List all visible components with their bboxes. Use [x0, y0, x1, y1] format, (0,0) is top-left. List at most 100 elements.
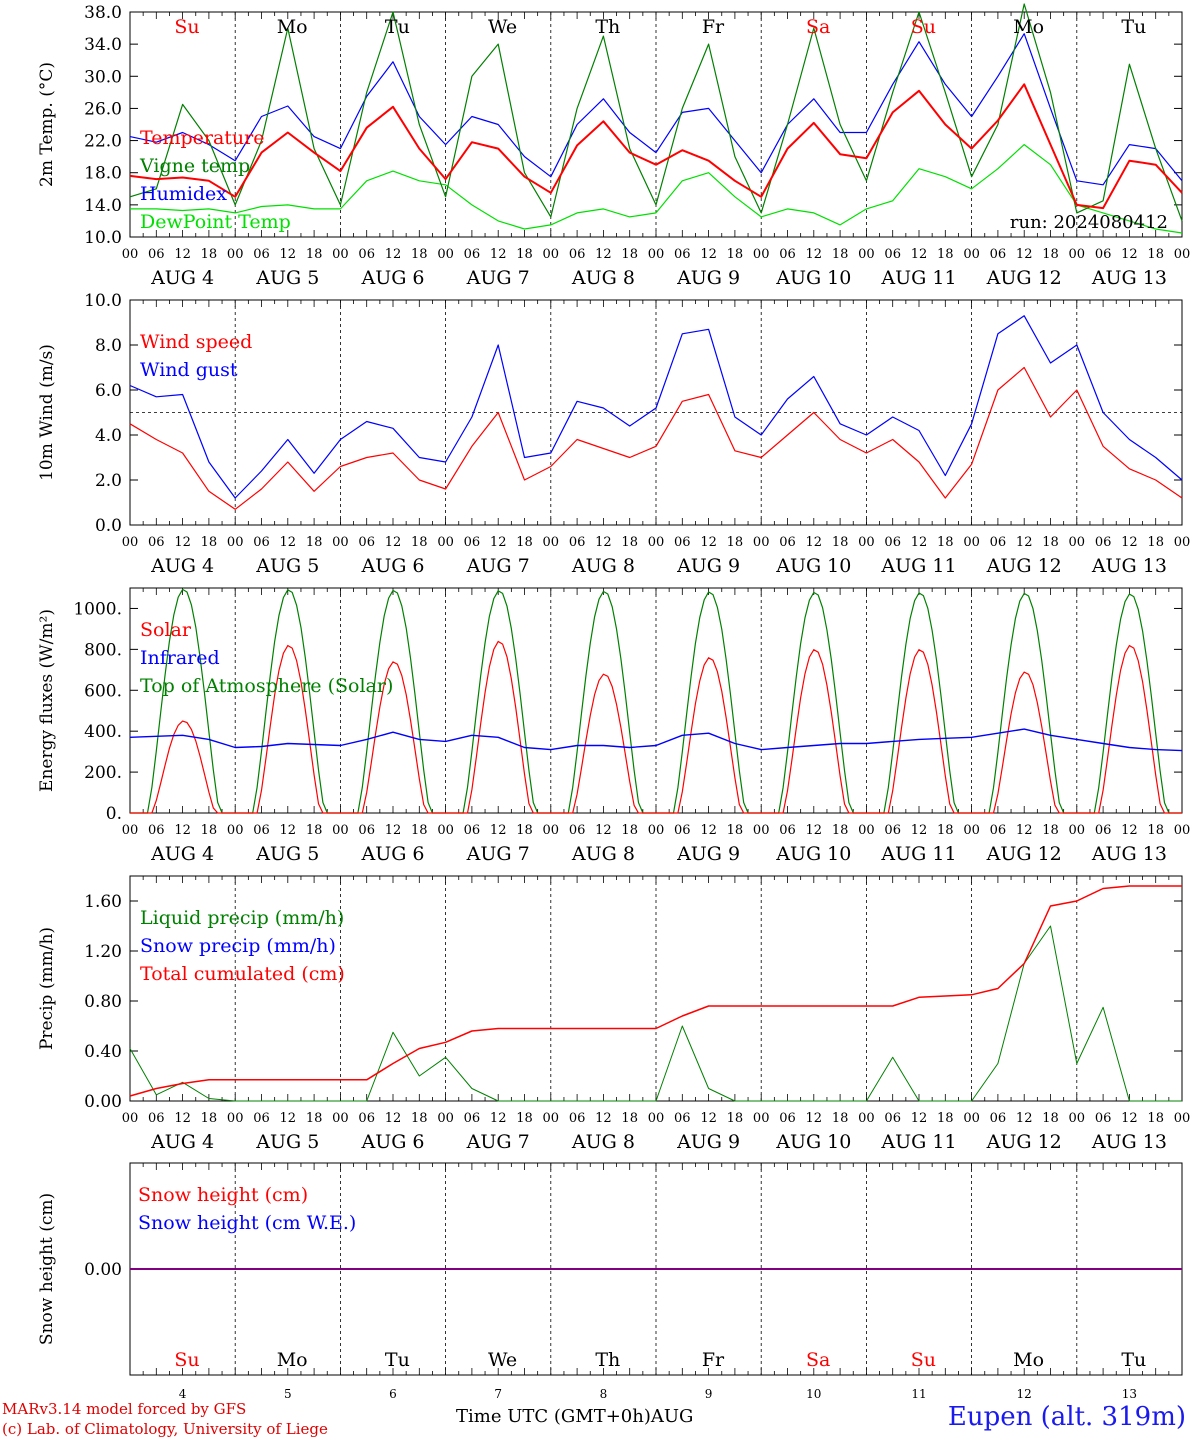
hour-label: 00 — [648, 823, 665, 838]
date-label: AUG 7 — [466, 267, 530, 289]
hour-label: 18 — [516, 535, 533, 550]
hour-label: 06 — [674, 535, 691, 550]
series-line-liquid-precip-mm-h- — [129, 925, 1182, 1102]
hour-label: 12 — [806, 247, 823, 262]
hour-label: 18 — [937, 535, 954, 550]
hour-label: 12 — [385, 823, 402, 838]
hour-label: 06 — [990, 247, 1007, 262]
hour-label: 18 — [937, 1111, 954, 1126]
date-label: AUG 13 — [1091, 267, 1167, 289]
hour-label: 00 — [1174, 823, 1191, 838]
hour-label: 12 — [490, 1111, 507, 1126]
hour-label: 06 — [884, 247, 901, 262]
hour-label: 06 — [148, 247, 165, 262]
hour-label: 12 — [174, 823, 191, 838]
y-tick-label: 0. — [106, 804, 122, 824]
y-axis-label: Precip (mm/h) — [37, 927, 57, 1050]
date-label: AUG 12 — [986, 843, 1062, 865]
hour-label: 06 — [884, 823, 901, 838]
legend-entry: Wind speed — [140, 331, 252, 353]
location-title: Eupen (alt. 319m) — [947, 1402, 1186, 1432]
y-tick-label: 1.60 — [84, 892, 122, 912]
hour-label: 00 — [1174, 535, 1191, 550]
weekday-label: Fr — [702, 1349, 725, 1371]
date-label: AUG 10 — [775, 267, 851, 289]
hour-label: 06 — [358, 247, 375, 262]
weekday-label: Su — [174, 16, 199, 38]
day-number: 5 — [284, 1387, 292, 1401]
hour-label: 12 — [911, 247, 928, 262]
legend-entry: Vigne temp — [139, 155, 250, 177]
hour-label: 18 — [1147, 535, 1164, 550]
date-label: AUG 5 — [255, 843, 319, 865]
y-tick-label: 0.00 — [84, 1092, 122, 1112]
hour-label: 12 — [280, 535, 297, 550]
date-label: AUG 10 — [775, 843, 851, 865]
date-label: AUG 11 — [880, 843, 956, 865]
hour-label: 00 — [227, 1111, 244, 1126]
hour-label: 00 — [753, 1111, 770, 1126]
hour-label: 12 — [490, 247, 507, 262]
y-tick-label: 30.0 — [84, 67, 122, 87]
hour-label: 06 — [148, 1111, 165, 1126]
y-tick-label: 4.0 — [95, 426, 122, 446]
series-line-total-cumulated-cm- — [129, 885, 1182, 1097]
hour-label: 18 — [201, 1111, 218, 1126]
hour-label: 00 — [543, 823, 560, 838]
hour-label: 06 — [253, 247, 270, 262]
weekday-label: Th — [595, 1349, 620, 1371]
date-label: AUG 13 — [1091, 555, 1167, 577]
hour-label: 18 — [411, 823, 428, 838]
hour-label: 12 — [385, 247, 402, 262]
hour-label: 00 — [1174, 1111, 1191, 1126]
day-number: 8 — [600, 1387, 608, 1401]
y-tick-label: 10.0 — [84, 228, 122, 248]
y-axis-label: 10m Wind (m/s) — [37, 344, 57, 481]
date-label: AUG 8 — [571, 1131, 635, 1153]
hour-label: 12 — [806, 535, 823, 550]
hour-label: 06 — [990, 1111, 1007, 1126]
legend-entry: Humidex — [140, 183, 227, 205]
hour-label: 06 — [1095, 535, 1112, 550]
hour-label: 00 — [858, 823, 875, 838]
weekday-label: We — [488, 16, 517, 38]
hour-label: 00 — [648, 247, 665, 262]
date-label: AUG 13 — [1091, 1131, 1167, 1153]
legend-entry: DewPoint Temp — [140, 211, 291, 233]
hour-label: 12 — [280, 1111, 297, 1126]
hour-label: 00 — [543, 1111, 560, 1126]
hour-label: 12 — [1121, 1111, 1138, 1126]
hour-label: 06 — [1095, 247, 1112, 262]
weekday-label: Th — [595, 16, 620, 38]
hour-label: 18 — [832, 247, 849, 262]
hour-label: 06 — [358, 535, 375, 550]
hour-label: 00 — [437, 823, 454, 838]
hour-label: 18 — [306, 1111, 323, 1126]
hour-label: 18 — [727, 535, 744, 550]
date-label: AUG 5 — [255, 555, 319, 577]
hour-label: 18 — [201, 823, 218, 838]
date-label: AUG 5 — [255, 267, 319, 289]
hour-label: 18 — [832, 823, 849, 838]
hour-label: 18 — [1147, 1111, 1164, 1126]
day-number: 11 — [911, 1387, 926, 1401]
y-tick-label: 0.40 — [84, 1042, 122, 1062]
hour-label: 06 — [884, 535, 901, 550]
hour-label: 06 — [148, 823, 165, 838]
y-tick-label: 600. — [84, 681, 122, 701]
weekday-label: Tu — [385, 16, 410, 38]
hour-label: 00 — [648, 535, 665, 550]
legend-entry: Solar — [140, 619, 192, 641]
hour-label: 12 — [1121, 823, 1138, 838]
hour-label: 18 — [621, 1111, 638, 1126]
hour-label: 18 — [411, 1111, 428, 1126]
y-axis-label: Energy fluxes (W/m²) — [37, 609, 57, 792]
hour-label: 06 — [148, 535, 165, 550]
hour-label: 00 — [963, 1111, 980, 1126]
series-line-dewpoint-temp — [130, 144, 1183, 234]
hour-label: 18 — [306, 535, 323, 550]
date-label: AUG 6 — [360, 1131, 424, 1153]
hour-label: 06 — [779, 1111, 796, 1126]
hour-label: 00 — [1174, 247, 1191, 262]
hour-label: 12 — [1121, 535, 1138, 550]
